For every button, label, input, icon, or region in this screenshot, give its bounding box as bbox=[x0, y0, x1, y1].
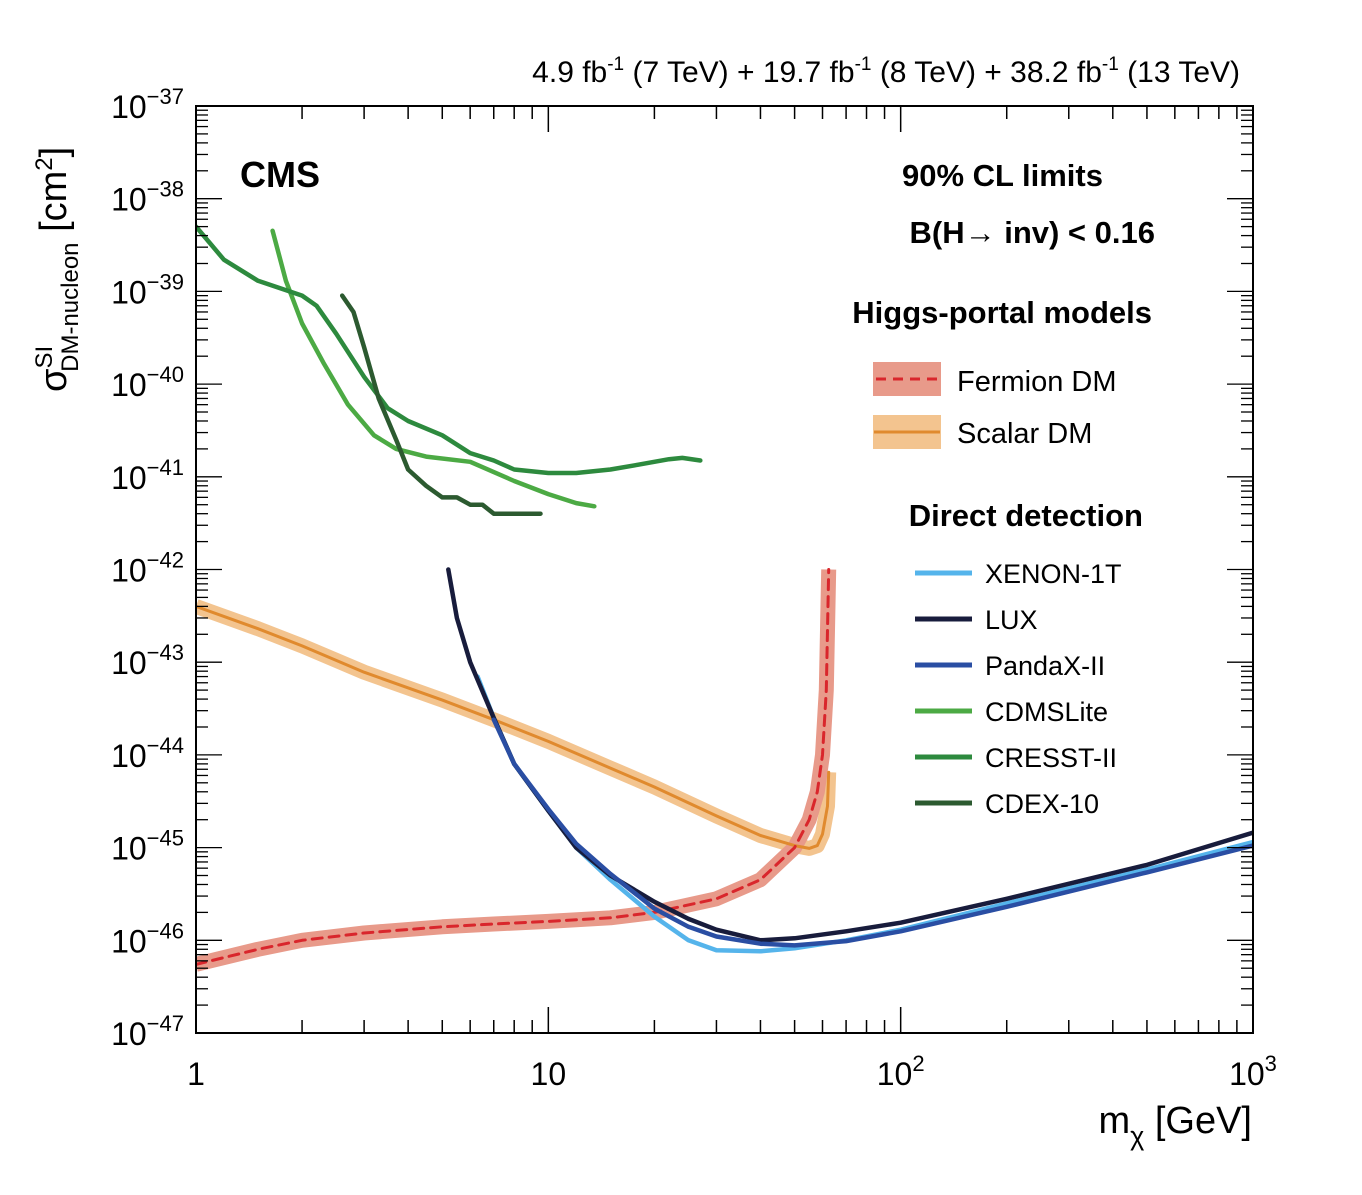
legend-group-title-direct: Direct detection bbox=[909, 498, 1143, 533]
y-tick-label: 10−45 bbox=[111, 826, 184, 867]
y-tick-labels: 10−47 10−46 10−45 10−44 10−43 10−42 10−41 10−40… bbox=[111, 84, 184, 1052]
series-cresst-ii bbox=[196, 224, 703, 476]
y-tick-label: 10−41 bbox=[111, 455, 184, 496]
series-cdmslite bbox=[270, 228, 597, 509]
y-axis-title: σSIDM-nucleon [cm2] bbox=[31, 147, 84, 392]
x-tick-label: 102 bbox=[877, 1051, 925, 1092]
legend: Higgs-portal models Fermion DM Scalar DM… bbox=[852, 295, 1152, 819]
series-xenon-1t bbox=[475, 674, 1253, 954]
series-cdex-10 bbox=[339, 293, 543, 516]
legend-label-lux: LUX bbox=[985, 605, 1038, 635]
y-tick-label: 10−40 bbox=[111, 362, 184, 403]
y-tick-label: 10−44 bbox=[111, 733, 184, 774]
series-fermion-dm bbox=[196, 568, 831, 966]
y-tick-label: 10−47 bbox=[111, 1011, 184, 1052]
x-tick-labels: 1 10 102 103 bbox=[187, 1051, 1277, 1092]
x-tick-label: 103 bbox=[1229, 1051, 1277, 1092]
axis-ticks bbox=[195, 106, 1253, 1034]
legend-label-cresst: CRESST-II bbox=[985, 743, 1117, 773]
y-tick-label: 10−37 bbox=[111, 84, 184, 125]
legend-label-scalar: Scalar DM bbox=[957, 418, 1092, 450]
legend-label-xenon: XENON-1T bbox=[985, 559, 1122, 589]
series-lines bbox=[196, 224, 1253, 966]
branching-annotation: B(H→ inv) < 0.16 bbox=[910, 215, 1156, 250]
cl-annotation: 90% CL limits bbox=[902, 158, 1103, 193]
y-tick-label: 10−39 bbox=[111, 269, 184, 310]
uncertainty-bands bbox=[196, 569, 837, 972]
series-pandax-ii bbox=[491, 717, 1253, 948]
legend-group-title-higgs: Higgs-portal models bbox=[852, 295, 1152, 330]
legend-label-pandax: PandaX-II bbox=[985, 651, 1105, 681]
legend-label-fermion: Fermion DM bbox=[957, 366, 1117, 398]
experiment-label: CMS bbox=[240, 154, 320, 195]
x-tick-label: 1 bbox=[187, 1056, 205, 1092]
series-lux bbox=[446, 567, 1253, 943]
band-fermion-dm bbox=[196, 569, 837, 972]
legend-label-cdmslite: CDMSLite bbox=[985, 697, 1108, 727]
series-scalar-dm bbox=[196, 604, 831, 850]
y-tick-label: 10−43 bbox=[111, 640, 184, 681]
legend-label-cdex: CDEX-10 bbox=[985, 789, 1099, 819]
y-tick-label: 10−46 bbox=[111, 918, 184, 959]
luminosity-header: 4.9 fb-1 (7 TeV) + 19.7 fb-1 (8 TeV) + 3… bbox=[532, 54, 1240, 89]
x-tick-label: 10 bbox=[531, 1056, 567, 1092]
y-tick-label: 10−38 bbox=[111, 177, 184, 218]
x-axis-title: mχ [GeV] bbox=[1098, 1100, 1252, 1151]
y-tick-label: 10−42 bbox=[111, 548, 184, 589]
